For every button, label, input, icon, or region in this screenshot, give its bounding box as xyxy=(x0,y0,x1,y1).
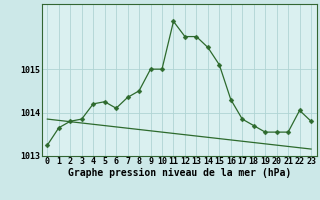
X-axis label: Graphe pression niveau de la mer (hPa): Graphe pression niveau de la mer (hPa) xyxy=(68,168,291,178)
